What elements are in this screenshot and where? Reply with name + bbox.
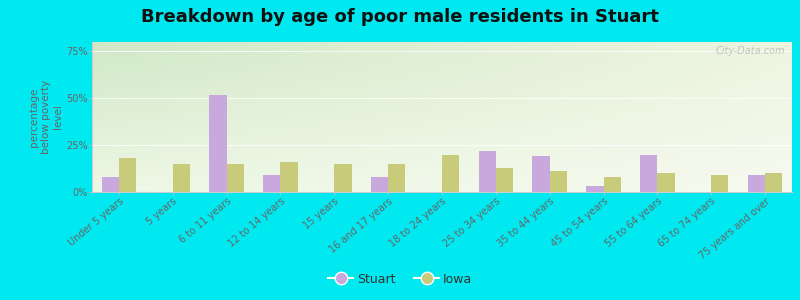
Text: City-Data.com: City-Data.com — [715, 46, 785, 56]
Bar — [210, 94, 226, 192]
Bar — [478, 151, 496, 192]
Bar — [119, 158, 136, 192]
Bar — [371, 177, 388, 192]
Bar — [748, 175, 765, 192]
Bar — [765, 173, 782, 192]
Bar — [711, 175, 729, 192]
Bar — [658, 173, 674, 192]
Bar — [388, 164, 406, 192]
Bar — [102, 177, 119, 192]
Bar — [281, 162, 298, 192]
Bar — [226, 164, 244, 192]
Text: Breakdown by age of poor male residents in Stuart: Breakdown by age of poor male residents … — [141, 8, 659, 26]
Bar — [496, 168, 513, 192]
Bar — [173, 164, 190, 192]
Legend: Stuart, Iowa: Stuart, Iowa — [323, 268, 477, 291]
Bar — [263, 175, 281, 192]
Bar — [586, 186, 603, 192]
Bar — [533, 156, 550, 192]
Bar — [603, 177, 621, 192]
Bar — [640, 154, 658, 192]
Bar — [334, 164, 351, 192]
Y-axis label: percentage
below poverty
level: percentage below poverty level — [29, 80, 63, 154]
Bar — [442, 154, 459, 192]
Bar — [550, 171, 567, 192]
